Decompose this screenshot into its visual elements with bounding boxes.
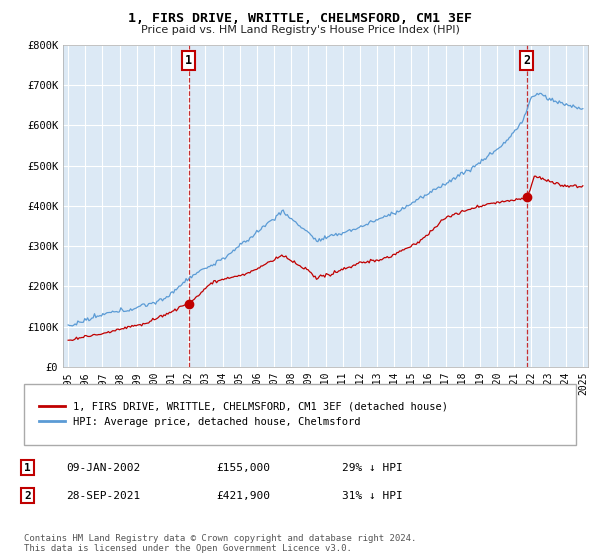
Text: 28-SEP-2021: 28-SEP-2021 xyxy=(66,491,140,501)
Text: £155,000: £155,000 xyxy=(216,463,270,473)
Text: Contains HM Land Registry data © Crown copyright and database right 2024.
This d: Contains HM Land Registry data © Crown c… xyxy=(24,534,416,553)
Text: 1, FIRS DRIVE, WRITTLE, CHELMSFORD, CM1 3EF: 1, FIRS DRIVE, WRITTLE, CHELMSFORD, CM1 … xyxy=(128,12,472,25)
Legend: 1, FIRS DRIVE, WRITTLE, CHELMSFORD, CM1 3EF (detached house), HPI: Average price: 1, FIRS DRIVE, WRITTLE, CHELMSFORD, CM1 … xyxy=(35,398,452,431)
Text: 1: 1 xyxy=(185,54,193,67)
Text: 2: 2 xyxy=(24,491,31,501)
FancyBboxPatch shape xyxy=(24,384,576,445)
Text: 29% ↓ HPI: 29% ↓ HPI xyxy=(342,463,403,473)
Text: Price paid vs. HM Land Registry's House Price Index (HPI): Price paid vs. HM Land Registry's House … xyxy=(140,25,460,35)
Text: 31% ↓ HPI: 31% ↓ HPI xyxy=(342,491,403,501)
Text: 2: 2 xyxy=(523,54,530,67)
Text: 1: 1 xyxy=(24,463,31,473)
Text: £421,900: £421,900 xyxy=(216,491,270,501)
Text: 09-JAN-2002: 09-JAN-2002 xyxy=(66,463,140,473)
